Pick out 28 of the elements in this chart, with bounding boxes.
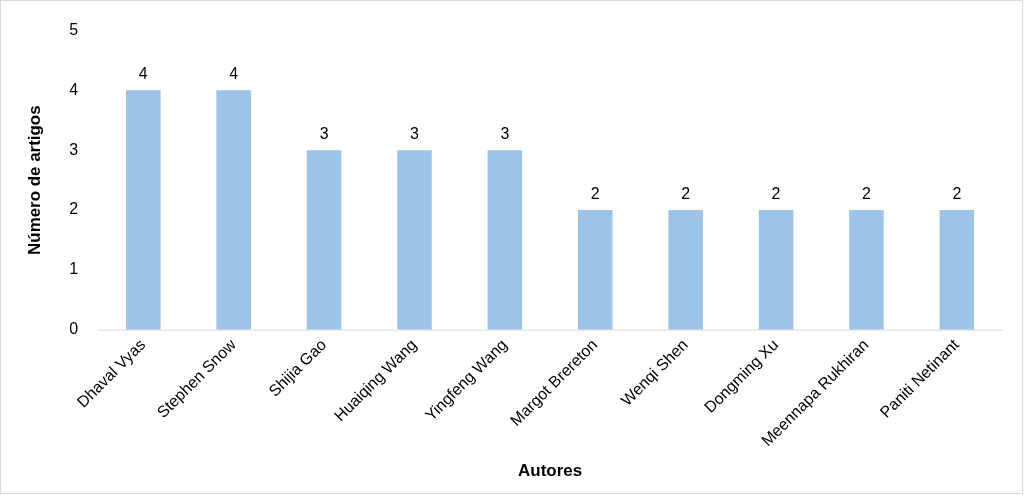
data-label: 2 xyxy=(681,184,691,202)
data-label: 2 xyxy=(590,184,600,202)
data-label: 4 xyxy=(229,64,239,82)
bar xyxy=(849,210,884,330)
y-tick-label: 2 xyxy=(69,200,79,218)
y-axis-title: Número de artigos xyxy=(24,105,44,255)
data-label: 4 xyxy=(138,64,148,82)
bar xyxy=(126,90,161,330)
data-label: 2 xyxy=(862,184,872,202)
bar xyxy=(216,90,251,330)
y-tick-label: 5 xyxy=(69,20,79,38)
y-tick-label: 4 xyxy=(69,80,79,98)
y-tick-label: 1 xyxy=(69,260,79,278)
bar xyxy=(397,150,432,330)
data-label: 3 xyxy=(319,124,329,142)
bar xyxy=(668,210,703,330)
bar xyxy=(758,210,794,330)
x-axis-title: Autores xyxy=(518,460,583,480)
bar xyxy=(939,210,975,330)
y-tick-label: 3 xyxy=(69,140,79,158)
data-label: 3 xyxy=(410,124,420,142)
data-label: 2 xyxy=(771,184,781,202)
bar xyxy=(306,150,342,330)
y-tick-label: 0 xyxy=(69,320,79,338)
data-label: 3 xyxy=(500,124,510,142)
bar xyxy=(577,210,613,330)
bar xyxy=(487,150,523,330)
data-label: 2 xyxy=(952,184,962,202)
